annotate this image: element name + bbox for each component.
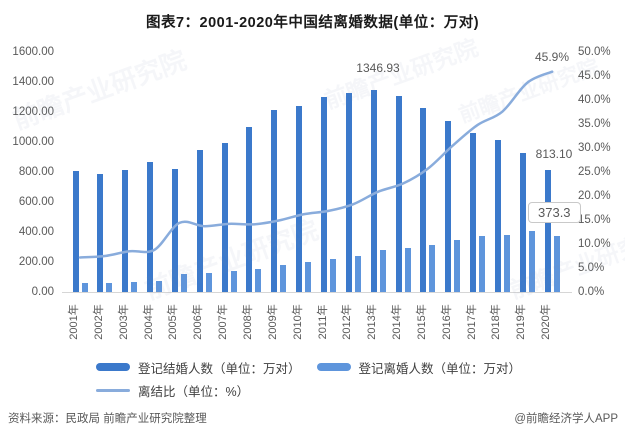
- legend-marker-ratio: [96, 388, 130, 392]
- y-axis-right-tick: 15.0%: [578, 214, 611, 226]
- bar-marriage: [519, 152, 526, 292]
- bar-divorce: [230, 270, 237, 292]
- bar-marriage: [221, 143, 228, 292]
- x-axis-label: 2010年: [291, 304, 304, 340]
- bar-marriage: [445, 120, 452, 292]
- x-axis-label: 2015年: [415, 304, 428, 340]
- x-axis-label: 2001年: [68, 304, 80, 340]
- bar-marriage: [470, 132, 477, 292]
- bar-marriage: [544, 170, 551, 292]
- y-axis-left-tick: 800.00: [18, 166, 54, 178]
- annotation-last-ratio: 45.9%: [534, 50, 570, 64]
- bar-marriage: [72, 171, 79, 292]
- annotation-last-marriage: 813.10: [535, 147, 573, 161]
- bar-divorce: [379, 249, 386, 292]
- bar-marriage: [345, 93, 352, 292]
- legend-label-divorce: 登记离婚人数（单位：万对）: [358, 361, 522, 376]
- bar-marriage: [97, 174, 104, 292]
- legend-marker-divorce: [316, 363, 351, 371]
- y-axis-right-tick: 35.0%: [578, 118, 611, 130]
- y-axis-right-tick: 10.0%: [578, 238, 611, 250]
- y-axis-right-tick: 20.0%: [578, 190, 611, 202]
- bar-divorce: [81, 283, 88, 292]
- footer-credit: @前瞻经济学人APP: [514, 413, 618, 425]
- x-axis-label: 2016年: [440, 304, 453, 340]
- bar-divorce: [131, 281, 138, 292]
- y-axis-right-tick: 25.0%: [578, 166, 611, 178]
- y-axis-right-tick: 0.0%: [578, 286, 605, 298]
- x-axis-line: [62, 292, 572, 293]
- bar-divorce: [503, 234, 510, 292]
- y-axis-left-tick: 600.00: [18, 196, 54, 208]
- y-axis-left-tick: 1400.00: [12, 76, 54, 88]
- x-axis-label: 2003年: [117, 304, 130, 340]
- bar-marriage: [122, 170, 129, 292]
- bar-divorce: [354, 255, 361, 292]
- bar-divorce: [205, 272, 212, 292]
- bar-divorce: [429, 244, 436, 292]
- bar-marriage: [246, 127, 253, 292]
- y-axis-left-tick: 200.00: [18, 256, 54, 268]
- x-axis-label: 2009年: [266, 304, 279, 340]
- bar-divorce: [404, 247, 411, 292]
- legend-label-ratio: 离结比（单位：%）: [138, 384, 250, 399]
- bar-divorce: [280, 264, 287, 292]
- annotation-last-divorce: 373.3: [538, 205, 571, 220]
- bar-marriage: [420, 108, 427, 292]
- y-axis-right-tick: 5.0%: [578, 262, 605, 274]
- y-axis-right-tick: 30.0%: [578, 142, 611, 154]
- y-axis-left-tick: 1200.00: [12, 106, 54, 118]
- legend-label-marriage: 登记结婚人数（单位：万对）: [138, 361, 301, 376]
- x-axis-label: 2011年: [316, 304, 329, 340]
- x-axis-label: 2019年: [515, 304, 528, 340]
- bar-marriage: [494, 139, 501, 292]
- y-axis-right-tick: 50.0%: [578, 46, 611, 58]
- annotation-last-divorce-box: 373.3: [528, 202, 581, 223]
- x-axis-label: 2012年: [341, 304, 354, 340]
- bar-divorce: [305, 261, 312, 292]
- bar-divorce: [454, 239, 461, 292]
- bar-divorce: [180, 274, 187, 292]
- x-axis-label: 2013年: [366, 304, 379, 340]
- y-axis-left-tick: 0.00: [31, 286, 54, 298]
- bar-marriage: [171, 168, 178, 292]
- legend-row-1: 登记结婚人数（单位：万对） 登记离婚人数（单位：万对）: [96, 357, 576, 377]
- y-axis-left-tick: 1600.00: [12, 46, 54, 58]
- x-axis-label: 2018年: [490, 304, 503, 340]
- legend: 登记结婚人数（单位：万对） 登记离婚人数（单位：万对） 离结比（单位：%）: [96, 357, 576, 403]
- x-axis-label: 2014年: [391, 304, 404, 340]
- bar-divorce: [156, 280, 163, 292]
- bar-marriage: [370, 89, 377, 292]
- y-axis-right-tick: 45.0%: [578, 70, 611, 82]
- x-axis-label: 2008年: [241, 304, 254, 340]
- bar-marriage: [271, 110, 278, 292]
- x-axis-label: 2017年: [465, 304, 478, 340]
- annotation-peak-marriage: 1346.93: [356, 61, 400, 75]
- y-axis-left-tick: 400.00: [18, 226, 54, 238]
- bar-divorce: [106, 283, 113, 292]
- bar-divorce: [553, 236, 560, 292]
- x-axis-label: 2006年: [192, 304, 205, 340]
- bar-marriage: [296, 105, 303, 292]
- x-axis-label: 2005年: [167, 304, 180, 340]
- x-axis-label: 2020年: [540, 304, 553, 340]
- footer-source: 资料来源：民政局 前瞻产业研究院整理: [8, 413, 207, 425]
- legend-marker-marriage: [96, 363, 130, 371]
- bar-divorce: [528, 231, 535, 292]
- legend-row-2: 离结比（单位：%）: [96, 380, 576, 400]
- x-axis-label: 2007年: [217, 304, 230, 340]
- y-axis-left-tick: 1000.00: [12, 136, 54, 148]
- bar-divorce: [479, 236, 486, 292]
- bar-marriage: [395, 95, 402, 292]
- bar-marriage: [147, 161, 154, 292]
- bar-divorce: [330, 258, 336, 292]
- bar-marriage: [196, 150, 203, 292]
- x-axis-label: 2002年: [92, 304, 105, 340]
- chart-title: 图表7：2001-2020年中国结离婚数据(单位：万对): [145, 15, 480, 31]
- x-axis-label: 2004年: [142, 304, 155, 340]
- y-axis-right-tick: 40.0%: [578, 94, 611, 106]
- bar-divorce: [255, 268, 262, 292]
- bar-marriage: [321, 96, 327, 292]
